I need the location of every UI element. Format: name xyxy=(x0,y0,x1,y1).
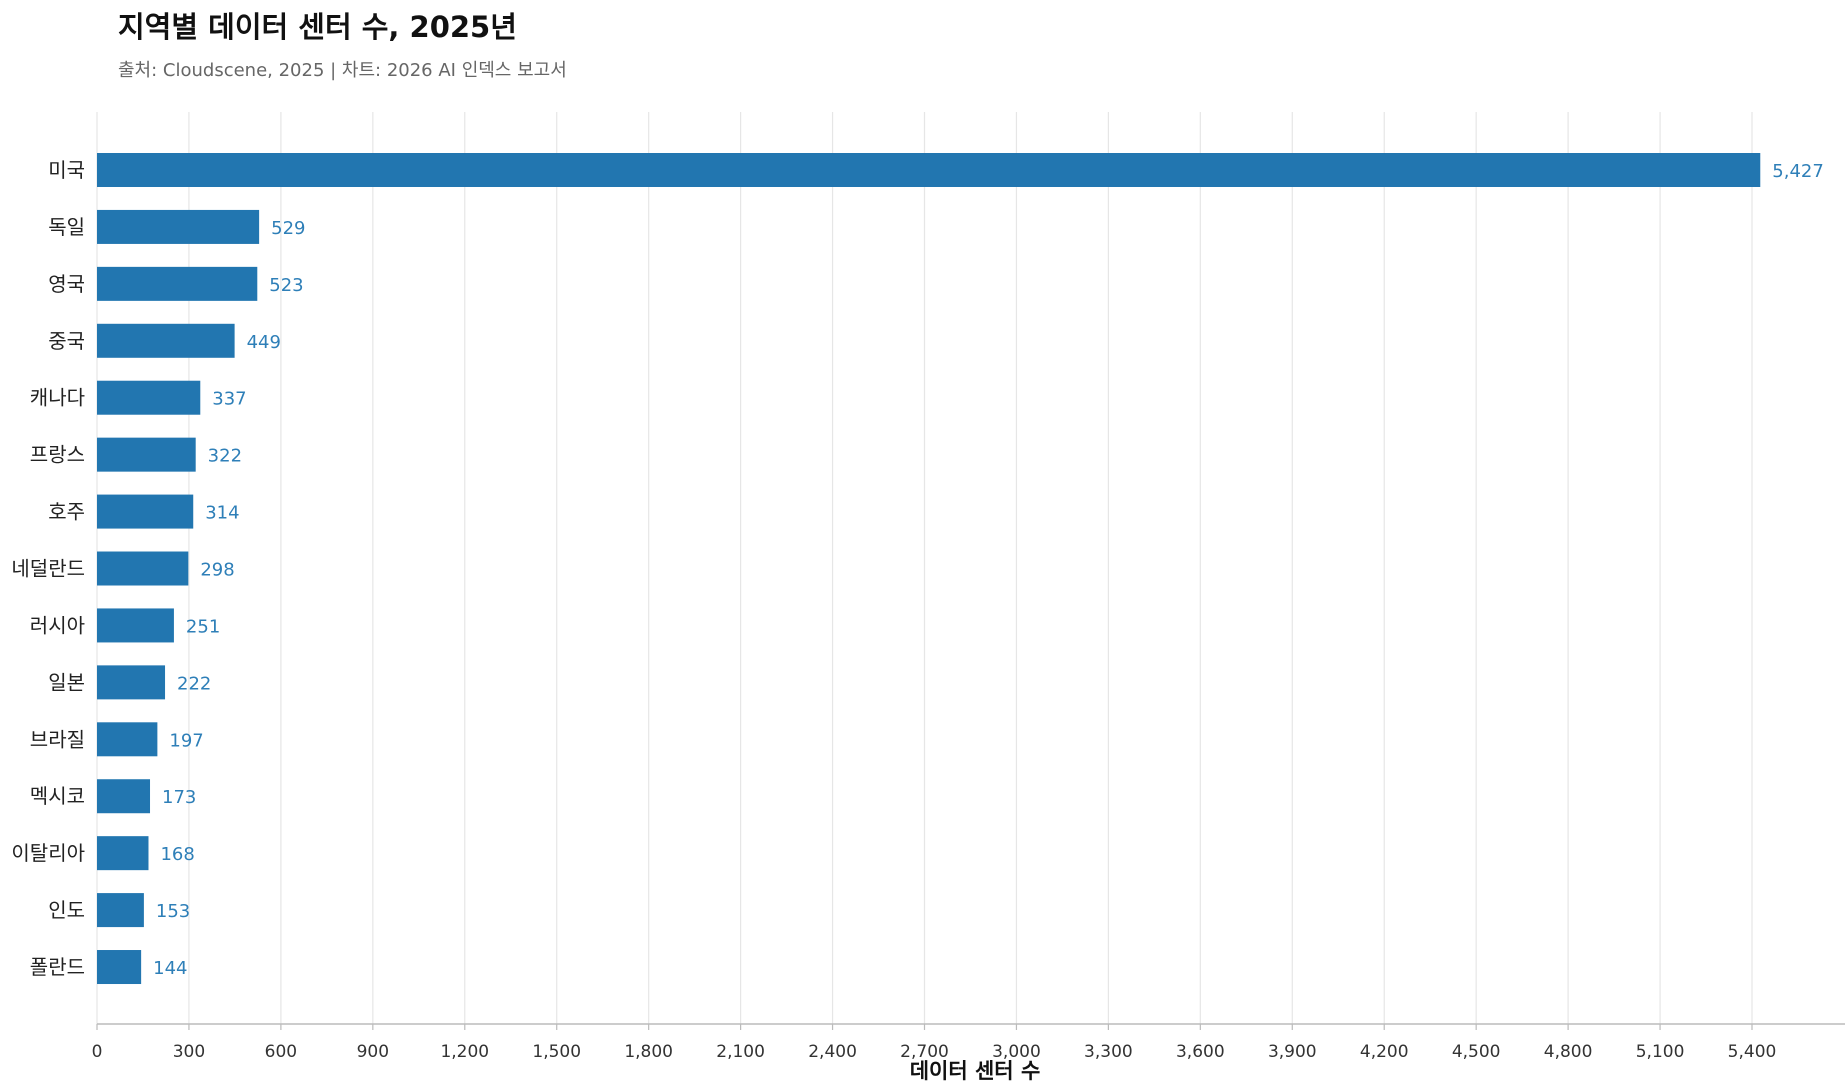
x-tick-label: 3,900 xyxy=(1268,1042,1317,1062)
category-label: 영국 xyxy=(48,272,85,296)
bar xyxy=(97,266,258,301)
category-label: 프랑스 xyxy=(30,443,85,467)
category-label: 독일 xyxy=(48,215,85,239)
x-tick-label: 1,500 xyxy=(532,1042,581,1062)
value-label: 144 xyxy=(153,958,187,979)
value-label: 168 xyxy=(160,844,194,865)
x-tick-label: 2,700 xyxy=(900,1042,949,1062)
labels: 미국 5,427 독일 529 영국 523 중국 449 캐나다 337 프랑스 322 호주 314 네… xyxy=(11,158,1823,979)
category-label: 중국 xyxy=(48,329,85,353)
x-tick-label: 4,500 xyxy=(1452,1042,1501,1062)
bar xyxy=(97,836,149,871)
x-tick-label: 3,300 xyxy=(1084,1042,1133,1062)
bars xyxy=(97,153,1761,985)
x-tick-label: 2,400 xyxy=(808,1042,857,1062)
bar xyxy=(97,779,151,814)
x-tick-label: 5,400 xyxy=(1728,1042,1777,1062)
x-axis-title: 데이터 센터 수 xyxy=(910,1059,1041,1083)
x-tick-label: 0 xyxy=(92,1042,103,1062)
bar xyxy=(97,494,194,529)
x-tick-label: 600 xyxy=(265,1042,297,1062)
category-label: 캐나다 xyxy=(30,386,85,410)
x-tick-label: 3,600 xyxy=(1176,1042,1225,1062)
value-label: 298 xyxy=(200,560,234,581)
bar xyxy=(97,323,235,358)
value-label: 5,427 xyxy=(1772,161,1824,182)
value-label: 337 xyxy=(212,389,246,410)
bar xyxy=(97,153,1761,187)
category-label: 폴란드 xyxy=(30,955,85,979)
category-label: 호주 xyxy=(48,500,85,524)
bar xyxy=(97,209,260,244)
value-label: 529 xyxy=(271,218,305,239)
value-label: 251 xyxy=(186,616,220,637)
x-tick-label: 300 xyxy=(173,1042,205,1062)
x-tick-label: 5,100 xyxy=(1636,1042,1685,1062)
category-label: 러시아 xyxy=(30,613,85,637)
x-tick-label: 4,200 xyxy=(1360,1042,1409,1062)
bar xyxy=(97,665,166,700)
category-label: 일본 xyxy=(48,670,85,694)
x-tick-label: 1,800 xyxy=(624,1042,673,1062)
x-tick-label: 2,100 xyxy=(716,1042,765,1062)
bar xyxy=(97,380,201,415)
bar xyxy=(97,551,189,586)
category-label: 네덜란드 xyxy=(11,557,85,581)
x-tick-label: 900 xyxy=(357,1042,389,1062)
value-label: 449 xyxy=(247,332,281,353)
chart-subtitle: 출처: Cloudscene, 2025 | 차트: 2026 AI 인덱스 보… xyxy=(118,60,567,81)
bar xyxy=(97,893,144,928)
category-label: 브라질 xyxy=(30,727,85,751)
x-tick-label: 4,800 xyxy=(1544,1042,1593,1062)
chart-title: 지역별 데이터 센터 수, 2025년 xyxy=(118,10,517,44)
value-label: 314 xyxy=(205,503,239,524)
value-label: 523 xyxy=(269,275,303,296)
x-tick-label: 1,200 xyxy=(440,1042,489,1062)
category-label: 인도 xyxy=(48,898,85,922)
bar xyxy=(97,608,174,643)
value-label: 322 xyxy=(208,446,242,467)
bar xyxy=(97,950,142,985)
value-label: 153 xyxy=(156,901,190,922)
value-label: 197 xyxy=(169,730,203,751)
category-label: 이탈리아 xyxy=(11,841,85,865)
value-label: 173 xyxy=(162,787,196,808)
grid-lines xyxy=(96,112,1753,1024)
category-label: 미국 xyxy=(48,158,85,182)
x-tick-label: 3,000 xyxy=(992,1042,1041,1062)
value-label: 222 xyxy=(177,673,211,694)
bar xyxy=(97,722,158,757)
bar xyxy=(97,437,196,472)
x-axis: 0 300 600 900 1,200 1,500 1,800 2,100 2,400 2,700… xyxy=(92,1023,1845,1062)
category-label: 멕시코 xyxy=(30,784,85,808)
